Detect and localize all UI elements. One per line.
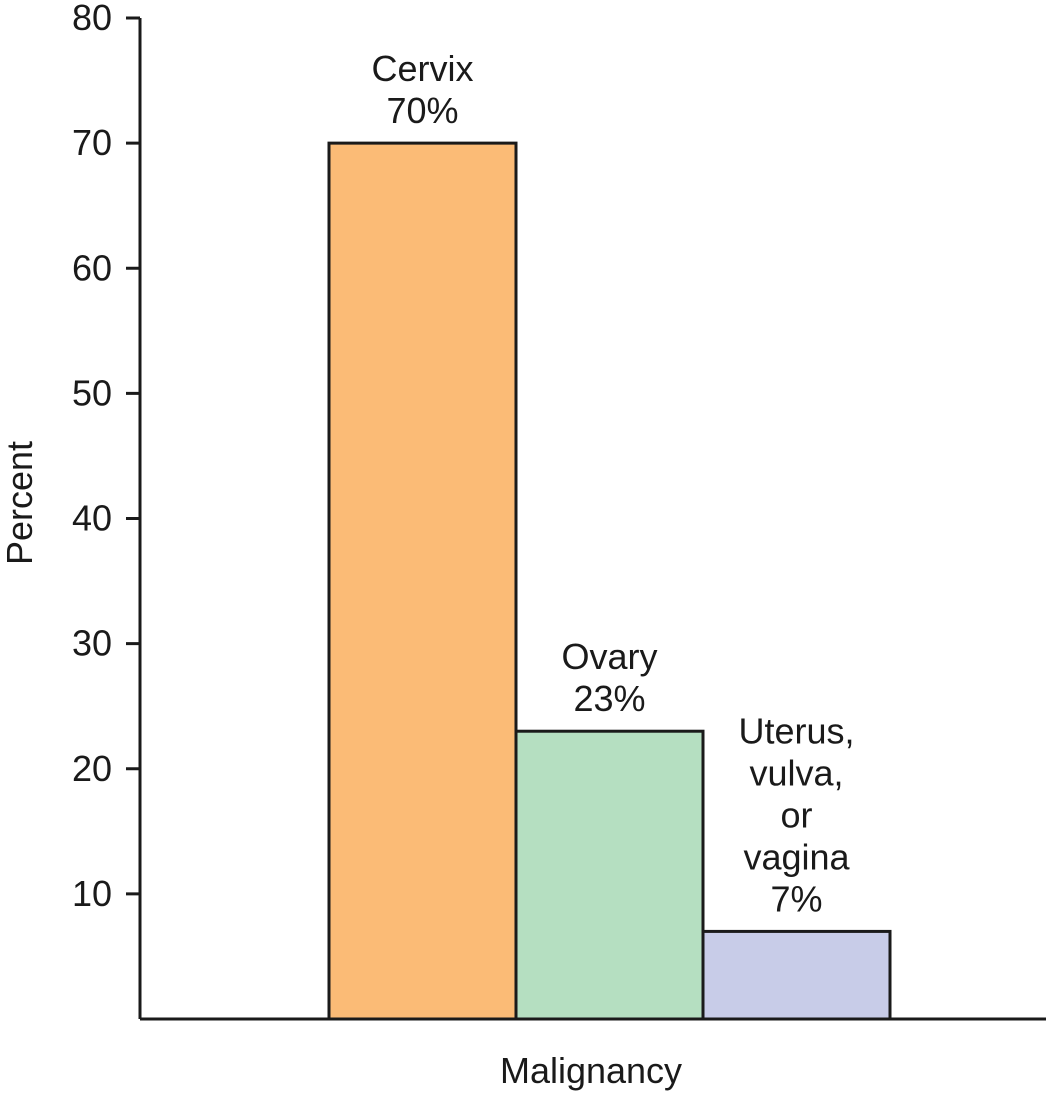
y-tick-label: 10 — [72, 873, 112, 914]
bar-2 — [514, 729, 705, 1021]
bar-label-2: Ovary — [561, 636, 657, 677]
y-tick-label: 60 — [72, 247, 112, 288]
bar-label-2: 23% — [573, 678, 645, 719]
bar-label-3: vulva, — [749, 752, 843, 793]
bar-3 — [701, 929, 892, 1021]
bar-1 — [327, 141, 518, 1021]
bar-label-1: 70% — [386, 90, 458, 131]
y-tick-label: 70 — [72, 122, 112, 163]
y-tick-label: 30 — [72, 623, 112, 664]
bars-group — [327, 141, 892, 1021]
y-tick-label: 80 — [72, 0, 112, 38]
bar-label-3: or — [780, 794, 812, 835]
bar-label-3: Uterus, — [738, 710, 854, 751]
y-tick-label: 20 — [72, 748, 112, 789]
bar-label-1: Cervix — [371, 48, 473, 89]
bar-label-3: 7% — [770, 878, 822, 919]
y-ticks-group: 10 20 30 40 50 60 70 80 — [72, 0, 140, 914]
y-axis-title: Percent — [0, 441, 40, 565]
y-tick-label: 50 — [72, 372, 112, 413]
bar-label-3: vagina — [743, 836, 850, 877]
x-axis-title: Malignancy — [500, 1050, 682, 1091]
y-tick-label: 40 — [72, 498, 112, 539]
